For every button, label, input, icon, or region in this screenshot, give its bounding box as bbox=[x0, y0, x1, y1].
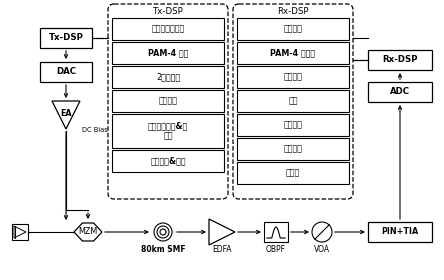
Bar bbox=[112, 42, 224, 64]
Text: EDFA: EDFA bbox=[212, 244, 232, 253]
Text: 伪随机比特序列: 伪随机比特序列 bbox=[151, 25, 185, 34]
Text: Tx-DSP: Tx-DSP bbox=[153, 8, 183, 17]
Text: 线性均衡: 线性均衡 bbox=[284, 73, 302, 81]
Bar bbox=[12, 224, 28, 240]
Bar bbox=[368, 82, 432, 102]
Bar bbox=[40, 62, 92, 82]
Bar bbox=[237, 162, 349, 184]
Text: 2倍上采样: 2倍上采样 bbox=[156, 73, 180, 81]
Polygon shape bbox=[52, 101, 80, 129]
Polygon shape bbox=[14, 226, 26, 238]
Text: PAM-4 逆映射: PAM-4 逆映射 bbox=[270, 48, 316, 57]
Bar bbox=[368, 222, 432, 242]
Bar bbox=[237, 42, 349, 64]
Bar bbox=[112, 150, 224, 172]
Bar bbox=[237, 66, 349, 88]
Text: PIN+TIA: PIN+TIA bbox=[381, 227, 419, 237]
Text: 噪声整形&量化: 噪声整形&量化 bbox=[150, 157, 186, 165]
Text: 降采样: 降采样 bbox=[286, 169, 300, 178]
Text: 误码计算: 误码计算 bbox=[284, 25, 302, 34]
Circle shape bbox=[157, 226, 169, 238]
Bar bbox=[112, 114, 224, 148]
Text: Rx-DSP: Rx-DSP bbox=[382, 55, 418, 64]
Bar bbox=[237, 114, 349, 136]
Bar bbox=[368, 50, 432, 70]
Bar bbox=[40, 28, 92, 48]
Text: Rx-DSP: Rx-DSP bbox=[277, 8, 309, 17]
Polygon shape bbox=[74, 223, 102, 241]
Bar bbox=[112, 90, 224, 112]
Circle shape bbox=[154, 223, 172, 241]
Bar bbox=[237, 138, 349, 160]
Text: Tx-DSP: Tx-DSP bbox=[48, 34, 83, 43]
Text: EA: EA bbox=[60, 109, 72, 118]
Bar bbox=[237, 18, 349, 40]
Polygon shape bbox=[209, 219, 235, 245]
Text: MZM: MZM bbox=[79, 227, 98, 237]
Text: OBPF: OBPF bbox=[266, 244, 286, 253]
Bar bbox=[237, 90, 349, 112]
Text: 80km SMF: 80km SMF bbox=[141, 244, 185, 253]
Circle shape bbox=[312, 222, 332, 242]
Text: 迭代色散补偿&预
均衡: 迭代色散补偿&预 均衡 bbox=[148, 121, 188, 141]
Text: 时钟恢复: 时钟恢复 bbox=[284, 120, 302, 129]
Text: DC Bias: DC Bias bbox=[82, 127, 108, 133]
Text: PAM-4 映射: PAM-4 映射 bbox=[148, 48, 188, 57]
Text: DAC: DAC bbox=[56, 67, 76, 76]
Bar bbox=[112, 18, 224, 40]
Text: 匹配滤波: 匹配滤波 bbox=[284, 144, 302, 153]
Circle shape bbox=[160, 229, 166, 235]
Text: ADC: ADC bbox=[390, 87, 410, 97]
Bar bbox=[264, 222, 288, 242]
Bar bbox=[112, 66, 224, 88]
Text: VOA: VOA bbox=[314, 244, 330, 253]
Text: 同步: 同步 bbox=[288, 97, 298, 106]
Text: 脉冲成型: 脉冲成型 bbox=[159, 97, 178, 106]
